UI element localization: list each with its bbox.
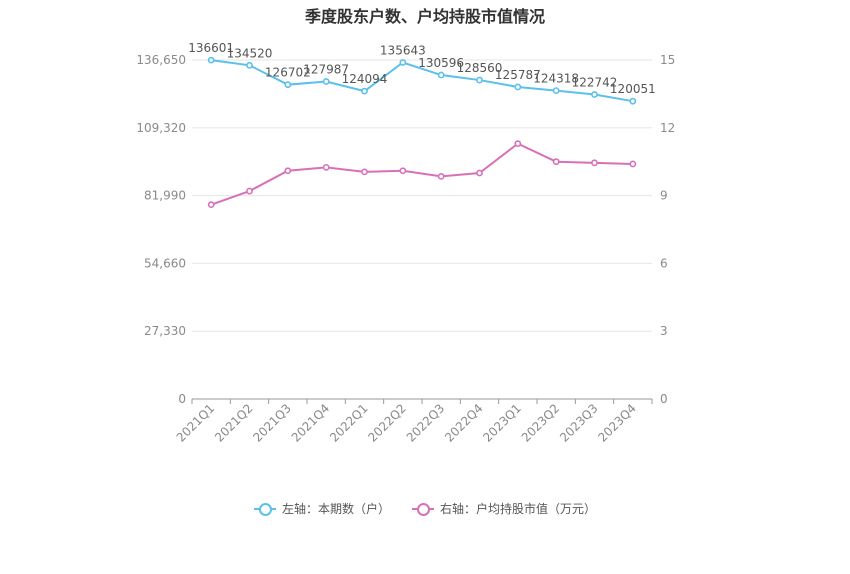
data-label: 127987 xyxy=(303,62,349,76)
data-label: 125787 xyxy=(495,68,541,82)
data-label: 128560 xyxy=(457,61,503,75)
y-left-tick-label: 136,650 xyxy=(136,53,186,67)
x-tick-label: 2021Q2 xyxy=(212,401,256,445)
gridlines xyxy=(192,59,652,332)
x-tick-label: 2023Q2 xyxy=(519,401,563,445)
data-label: 122742 xyxy=(572,76,618,90)
data-point-right xyxy=(284,167,292,175)
data-point-left xyxy=(322,78,330,85)
series-line-right xyxy=(210,142,633,206)
x-tick-label: 2022Q3 xyxy=(404,401,448,445)
y-left-tick-label: 109,320 xyxy=(136,121,186,135)
y-right-tick-label: 0 xyxy=(660,392,668,406)
data-point-right xyxy=(322,163,330,171)
data-point-left xyxy=(284,81,292,89)
y-right-tick-label: 9 xyxy=(660,189,668,203)
y-left-tick-label: 27,330 xyxy=(144,324,186,338)
data-point-right xyxy=(399,167,407,175)
y-left-tick-label: 0 xyxy=(178,392,186,406)
data-label: 130596 xyxy=(418,56,464,70)
x-tick-label: 2022Q2 xyxy=(365,401,409,445)
data-point-right xyxy=(361,168,368,176)
axes: 0 27,330 54,660 81,990 109,320 136,650 0 3 6 9 12 1… xyxy=(136,53,675,445)
x-tick-label: 2021Q3 xyxy=(250,401,294,445)
x-tick-label: 2023Q1 xyxy=(480,401,524,445)
data-point-left xyxy=(629,97,637,105)
data-label: 135643 xyxy=(380,43,426,57)
series xyxy=(207,56,637,209)
data-point-right xyxy=(514,140,522,148)
data-point-left xyxy=(437,71,445,79)
data-label: 126702 xyxy=(265,66,311,80)
legend-swatch-left xyxy=(253,502,276,516)
data-point-left xyxy=(399,59,407,66)
series-line-left xyxy=(211,59,634,103)
data-point-right xyxy=(552,158,560,166)
legend-label-left: 左轴：本期数（户） xyxy=(281,502,390,516)
data-point-right xyxy=(246,187,253,195)
x-tick-label: 2022Q1 xyxy=(327,401,371,445)
data-point-left xyxy=(246,61,253,69)
y-left-tick-label: 81,990 xyxy=(144,189,186,203)
data-point-left xyxy=(591,91,598,98)
data-label: 136601 xyxy=(188,41,234,55)
data-point-left xyxy=(207,56,215,64)
data-point-left xyxy=(476,76,483,84)
legend-label-right: 右轴：户均持股市值（万元） xyxy=(440,502,597,516)
y-left-tick-label: 54,660 xyxy=(144,256,186,270)
legend-item-left-series[interactable]: 左轴：本期数（户） xyxy=(253,500,390,517)
data-point-right xyxy=(591,159,598,167)
x-tick-label: 2023Q4 xyxy=(595,401,639,445)
y-right-tick-label: 6 xyxy=(660,256,668,270)
data-point-right xyxy=(437,172,445,180)
y-right-tick-label: 3 xyxy=(660,324,668,338)
legend-swatch-right xyxy=(412,502,434,516)
data-label: 124094 xyxy=(342,72,388,86)
data-point-left xyxy=(361,87,368,95)
data-point-left xyxy=(552,87,560,94)
data-point-right xyxy=(629,160,637,168)
data-label: 134520 xyxy=(227,46,273,60)
y-right-tick-label: 12 xyxy=(660,121,675,135)
data-point-right xyxy=(207,201,215,209)
data-point-right xyxy=(476,169,483,177)
x-tick-label: 2021Q1 xyxy=(174,401,218,445)
data-label: 124318 xyxy=(533,72,579,86)
legend-item-right-series[interactable]: 右轴：户均持股市值（万元） xyxy=(412,500,596,517)
x-tick-label: 2022Q4 xyxy=(442,401,486,445)
x-tick-label: 2021Q4 xyxy=(289,401,333,445)
legend: 左轴：本期数（户） 右轴：户均持股市值（万元） xyxy=(0,500,850,517)
data-label: 120051 xyxy=(610,82,656,96)
data-point-left xyxy=(514,83,522,91)
x-tick-label: 2023Q3 xyxy=(557,401,601,445)
y-right-tick-label: 15 xyxy=(660,53,675,67)
chart-title: 季度股东户数、户均持股市值情况 xyxy=(304,7,545,26)
